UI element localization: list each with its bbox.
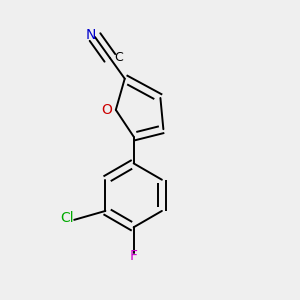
Text: O: O xyxy=(101,103,112,117)
Text: N: N xyxy=(85,28,96,42)
Text: F: F xyxy=(130,248,138,262)
Text: Cl: Cl xyxy=(60,212,74,225)
Text: C: C xyxy=(114,51,123,64)
